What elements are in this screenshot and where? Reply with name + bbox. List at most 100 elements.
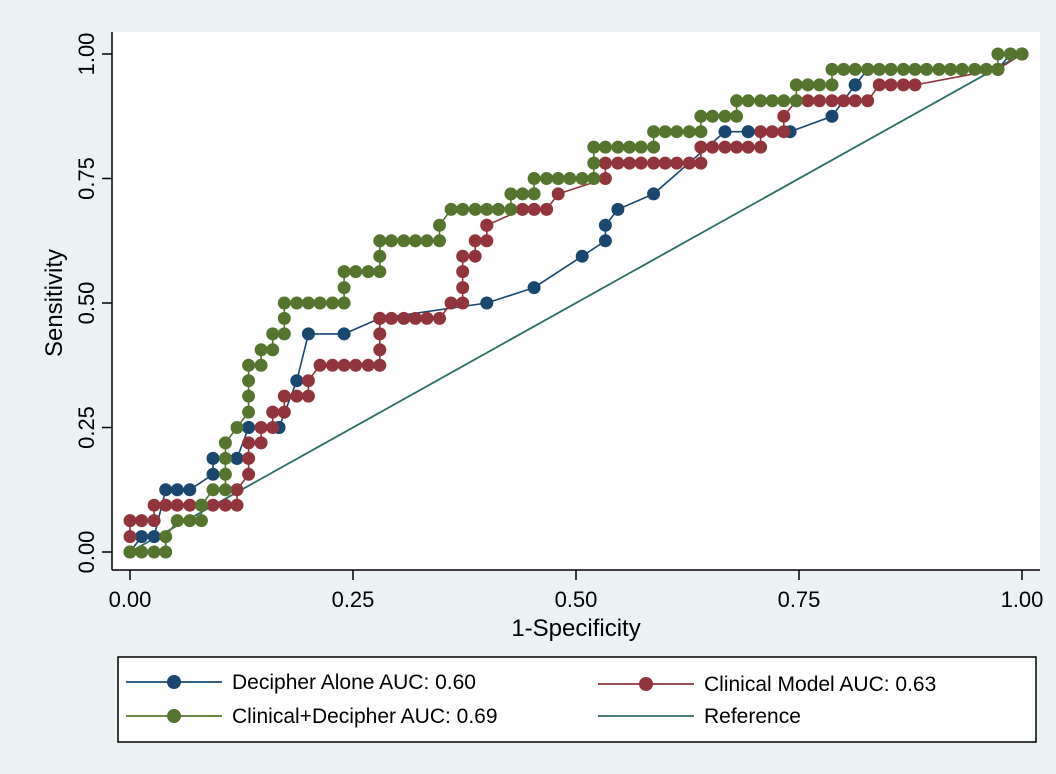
data-point bbox=[183, 483, 197, 497]
data-point bbox=[516, 202, 529, 216]
data-point bbox=[313, 358, 327, 372]
data-point bbox=[575, 172, 589, 185]
series-line bbox=[129, 53, 1023, 553]
data-point bbox=[123, 530, 137, 544]
axes: 0.00 0.25 0.50 0.75 1.00 0.00 0.25 0.50 0.75 1.00 bbox=[74, 32, 1043, 612]
data-point bbox=[647, 156, 661, 170]
data-point bbox=[170, 514, 184, 528]
data-point bbox=[397, 311, 411, 325]
data-point bbox=[337, 327, 351, 341]
data-point bbox=[242, 358, 256, 372]
data-point bbox=[254, 421, 268, 434]
data-point bbox=[230, 483, 244, 497]
data-point bbox=[230, 498, 244, 512]
data-point bbox=[242, 421, 256, 434]
data-point bbox=[598, 218, 612, 232]
data-point bbox=[266, 421, 280, 434]
data-point bbox=[290, 389, 304, 403]
legend-label: Reference bbox=[704, 705, 801, 728]
data-point bbox=[337, 281, 351, 295]
data-point bbox=[861, 62, 875, 76]
data-point bbox=[587, 156, 601, 170]
data-point bbox=[444, 202, 458, 216]
data-point bbox=[848, 78, 862, 92]
data-point bbox=[527, 202, 541, 216]
data-point bbox=[456, 281, 470, 295]
data-point bbox=[884, 62, 898, 76]
data-point bbox=[754, 140, 768, 154]
data-point bbox=[551, 172, 565, 185]
data-point bbox=[789, 78, 803, 92]
data-point bbox=[444, 296, 458, 310]
data-point bbox=[433, 311, 446, 325]
data-point bbox=[349, 265, 363, 279]
data-point bbox=[373, 358, 387, 372]
data-point bbox=[313, 296, 327, 310]
data-point bbox=[908, 78, 922, 92]
data-point bbox=[337, 265, 351, 279]
legend-item: Reference bbox=[598, 705, 801, 728]
data-point bbox=[480, 296, 494, 310]
data-point bbox=[266, 405, 280, 419]
data-point bbox=[326, 296, 339, 310]
data-point bbox=[361, 358, 375, 372]
data-point bbox=[480, 202, 494, 216]
data-point bbox=[837, 94, 851, 108]
data-point bbox=[848, 94, 862, 108]
data-point bbox=[135, 545, 149, 559]
data-point bbox=[896, 62, 910, 76]
legend-label: Decipher Alone AUC: 0.60 bbox=[232, 671, 476, 694]
data-point bbox=[623, 140, 636, 154]
data-point bbox=[491, 202, 505, 216]
data-point bbox=[563, 172, 577, 185]
data-point bbox=[206, 498, 220, 512]
data-point bbox=[587, 140, 601, 154]
data-point bbox=[1003, 47, 1017, 61]
data-point bbox=[730, 109, 744, 123]
data-point bbox=[337, 296, 351, 310]
data-point bbox=[765, 125, 779, 139]
data-point bbox=[682, 156, 696, 170]
data-point bbox=[647, 187, 661, 201]
data-point bbox=[420, 234, 434, 248]
data-point bbox=[730, 140, 744, 154]
data-point bbox=[861, 94, 875, 108]
data-point bbox=[718, 109, 732, 123]
data-point bbox=[991, 47, 1005, 61]
data-point bbox=[647, 140, 661, 154]
data-point bbox=[290, 374, 304, 388]
series-layer bbox=[123, 47, 1029, 559]
data-point bbox=[670, 125, 684, 139]
data-point bbox=[242, 405, 256, 419]
data-point bbox=[194, 498, 208, 512]
data-point bbox=[825, 78, 839, 92]
data-point bbox=[598, 156, 612, 170]
legend: Decipher Alone AUC: 0.60 Clinical Model A… bbox=[117, 656, 1037, 743]
legend-label: Clinical+Decipher AUC: 0.69 bbox=[232, 705, 498, 728]
y-tick-label: 0.00 bbox=[74, 531, 99, 574]
data-point bbox=[242, 436, 256, 450]
data-point bbox=[266, 343, 280, 357]
data-point bbox=[968, 62, 982, 76]
legend-item: Clinical Model AUC: 0.63 bbox=[598, 673, 936, 696]
data-point bbox=[611, 156, 625, 170]
data-point bbox=[361, 265, 375, 279]
data-point bbox=[433, 218, 446, 232]
data-point bbox=[896, 78, 910, 92]
plot-background bbox=[112, 32, 1040, 570]
data-point bbox=[694, 140, 708, 154]
data-point bbox=[754, 94, 768, 108]
data-point bbox=[694, 109, 708, 123]
data-point bbox=[872, 62, 886, 76]
data-point bbox=[277, 311, 291, 325]
data-point bbox=[741, 140, 755, 154]
data-point bbox=[337, 358, 351, 372]
legend-marker bbox=[167, 709, 181, 723]
legend-marker bbox=[639, 677, 653, 691]
data-point bbox=[242, 389, 256, 403]
data-point bbox=[634, 140, 648, 154]
data-point bbox=[230, 451, 244, 465]
data-point bbox=[777, 125, 791, 139]
data-point bbox=[598, 172, 612, 185]
